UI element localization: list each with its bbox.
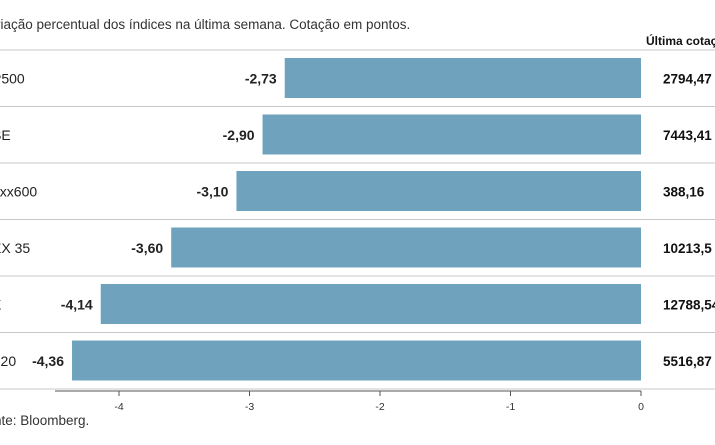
category-label: EX 35	[0, 240, 30, 256]
x-tick-label: -2	[375, 401, 384, 413]
category-label: P500	[0, 70, 25, 86]
bar-2	[262, 114, 641, 155]
category-label: X	[0, 296, 2, 312]
x-tick-label: -3	[245, 401, 254, 413]
last-quote-value: 5516,87	[663, 354, 712, 369]
value-label: -2,73	[245, 70, 277, 86]
last-quote-value: 2794,47	[663, 71, 712, 86]
value-label: -4,36	[32, 353, 64, 369]
last-quote-value: 10213,5	[663, 241, 712, 256]
last-quote-column-header: Última cotaç	[646, 34, 715, 48]
last-quote-value: 12788,54	[663, 297, 715, 312]
value-label: -2,90	[223, 127, 255, 143]
chart-subtitle: riação percentual dos índices na última …	[0, 17, 411, 32]
category-label: SE	[0, 127, 11, 143]
category-label: oxx600	[0, 183, 37, 199]
last-quote-value: 388,16	[663, 184, 705, 199]
value-label: -3,10	[197, 183, 229, 199]
x-tick-label: -4	[114, 401, 123, 413]
value-label: -3,60	[131, 240, 163, 256]
value-label: -4,14	[61, 296, 93, 312]
last-quote-value: 7443,41	[663, 128, 712, 143]
category-label: I-20	[0, 353, 16, 369]
source-note: nte: Bloomberg.	[0, 413, 90, 428]
bar-1	[284, 58, 641, 98]
bar-6	[72, 340, 641, 381]
x-tick-label: -1	[506, 401, 515, 413]
bar-3	[236, 171, 641, 211]
bar-5	[100, 284, 642, 324]
x-tick-label: 0	[638, 401, 644, 413]
bar-4	[171, 227, 641, 268]
